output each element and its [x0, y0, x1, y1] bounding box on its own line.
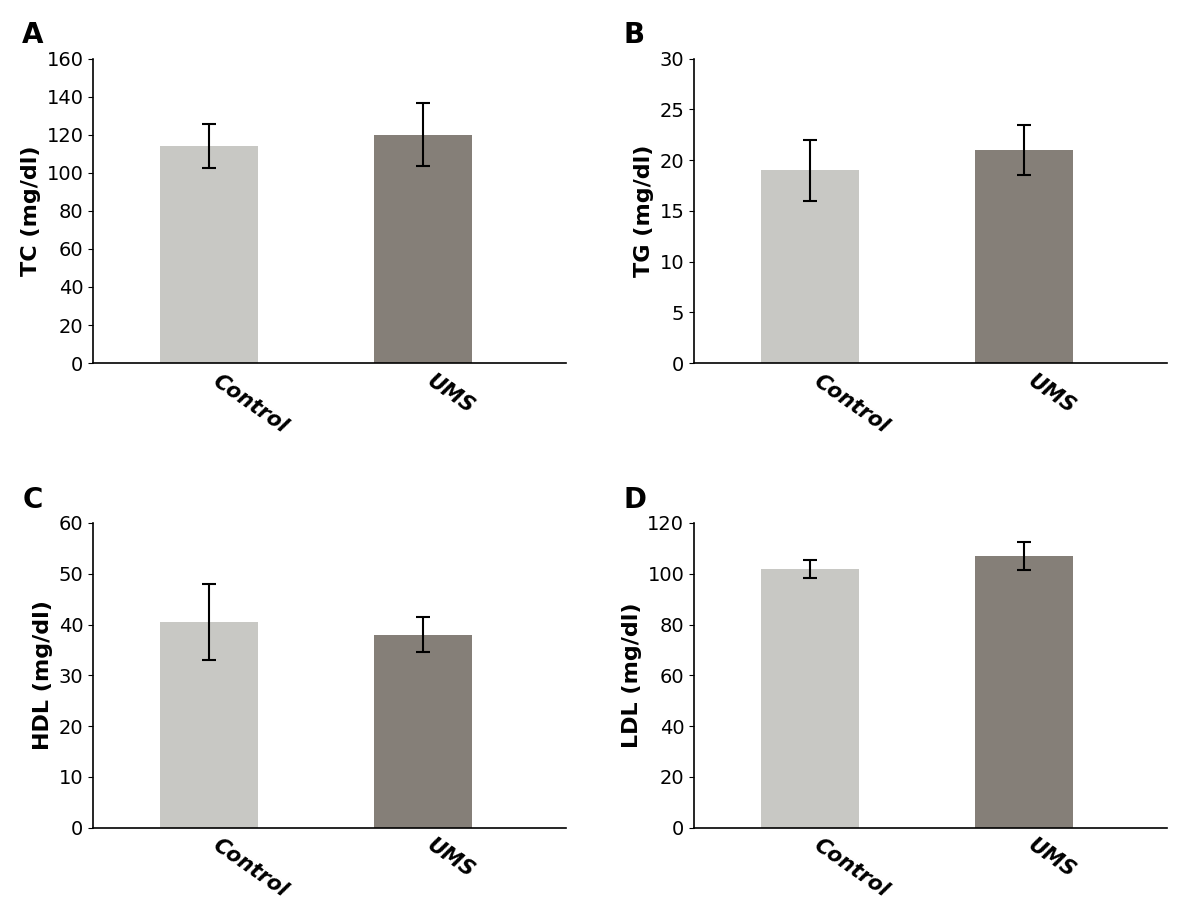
Text: C: C	[23, 486, 43, 514]
Bar	[762, 569, 859, 828]
Y-axis label: LDL (mg/dl): LDL (mg/dl)	[621, 603, 642, 748]
Y-axis label: HDL (mg/dl): HDL (mg/dl)	[33, 600, 53, 751]
Y-axis label: TG (mg/dl): TG (mg/dl)	[634, 145, 653, 277]
Bar	[975, 556, 1074, 828]
Y-axis label: TC (mg/dl): TC (mg/dl)	[21, 146, 40, 276]
Bar	[160, 146, 258, 363]
Bar	[160, 622, 258, 828]
Text: D: D	[623, 486, 646, 514]
Bar	[762, 171, 859, 363]
Bar	[975, 150, 1074, 363]
Bar	[374, 135, 473, 363]
Text: B: B	[623, 21, 644, 50]
Text: A: A	[23, 21, 44, 50]
Bar	[374, 634, 473, 828]
